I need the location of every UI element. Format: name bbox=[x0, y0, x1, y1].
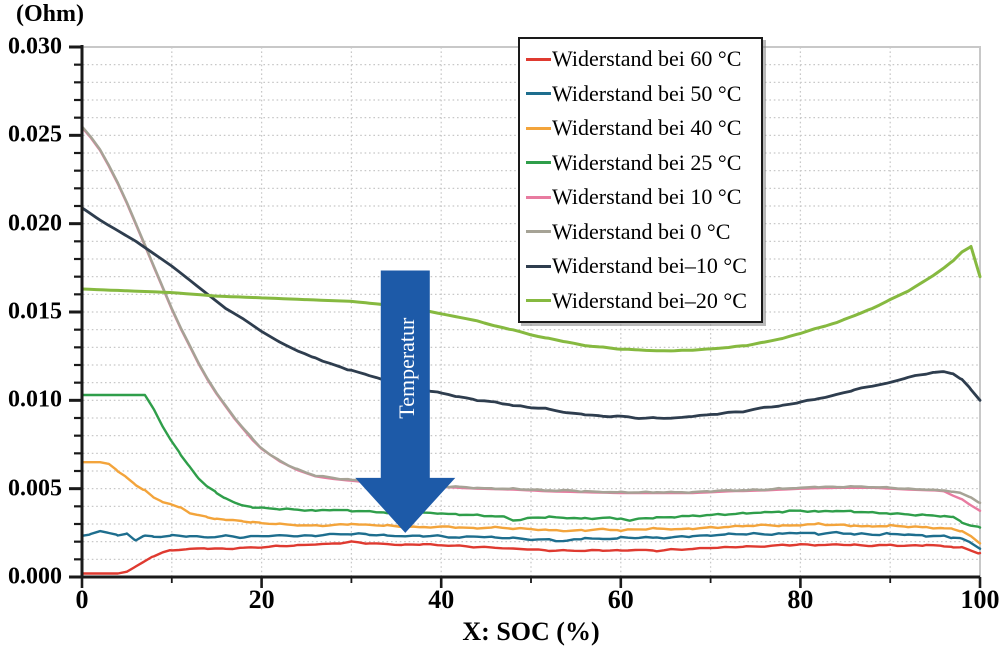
legend-label: Widerstand bei 60 °C bbox=[552, 46, 742, 72]
legend-line-swatch bbox=[526, 92, 551, 96]
series-line-40c bbox=[80, 461, 982, 545]
series-line--10c bbox=[80, 206, 982, 420]
x-tick-label-80: 80 bbox=[787, 585, 814, 614]
y-tick-label-0.020: 0.020 bbox=[8, 210, 62, 237]
legend-label: Widerstand bei–20 °C bbox=[552, 287, 747, 313]
x-tick-label-60: 60 bbox=[607, 585, 634, 614]
series-line-0c bbox=[80, 125, 982, 505]
legend-item-7: Widerstand bei–20 °C bbox=[526, 284, 761, 317]
arrow-label: Temperatur bbox=[394, 317, 419, 419]
legend-item-2: Widerstand bei 40 °C bbox=[526, 112, 761, 145]
series-line--20c bbox=[80, 245, 982, 353]
legend-label: Widerstand bei 25 °C bbox=[552, 149, 742, 175]
series-line-50c bbox=[80, 529, 982, 550]
legend-item-6: Widerstand bei–10 °C bbox=[526, 250, 761, 283]
axes bbox=[69, 45, 982, 588]
series-lines bbox=[80, 125, 982, 575]
y-axis-title: (Ohm) bbox=[16, 1, 84, 27]
y-tick-label-0.005: 0.005 bbox=[8, 475, 62, 502]
legend-item-0: Widerstand bei 60 °C bbox=[526, 43, 761, 76]
legend-line-swatch bbox=[526, 230, 551, 234]
x-tick-label-0: 0 bbox=[75, 585, 89, 614]
legend-label: Widerstand bei 0 °C bbox=[552, 218, 731, 244]
legend-line-swatch bbox=[526, 195, 551, 199]
legend-item-3: Widerstand bei 25 °C bbox=[526, 146, 761, 179]
y-tick-label-0.030: 0.030 bbox=[8, 33, 62, 60]
legend-label: Widerstand bei–10 °C bbox=[552, 253, 747, 279]
legend: Widerstand bei 60 °C Widerstand bei 50 °C… bbox=[518, 37, 763, 323]
legend-line-swatch bbox=[526, 57, 551, 61]
legend-item-5: Widerstand bei 0 °C bbox=[526, 215, 761, 248]
temperature-arrow: Temperatur bbox=[355, 270, 456, 533]
x-axis-title: X: SOC (%) bbox=[462, 617, 600, 646]
x-tick-label-40: 40 bbox=[428, 585, 455, 614]
legend-item-4: Widerstand bei 10 °C bbox=[526, 181, 761, 214]
x-tick-label-20: 20 bbox=[248, 585, 275, 614]
down-arrow-shape bbox=[355, 270, 456, 533]
y-tick-label-0.000: 0.000 bbox=[8, 563, 62, 590]
y-tick-label-0.025: 0.025 bbox=[8, 121, 62, 148]
series-line-25c bbox=[80, 393, 982, 529]
legend-label: Widerstand bei 50 °C bbox=[552, 80, 742, 106]
legend-line-swatch bbox=[526, 299, 551, 303]
legend-line-swatch bbox=[526, 126, 551, 130]
legend-item-1: Widerstand bei 50 °C bbox=[526, 77, 761, 110]
legend-label: Widerstand bei 40 °C bbox=[552, 115, 742, 141]
legend-line-swatch bbox=[526, 161, 551, 165]
legend-label: Widerstand bei 10 °C bbox=[552, 184, 742, 210]
y-tick-label-0.015: 0.015 bbox=[8, 298, 62, 325]
series-line-60c bbox=[80, 540, 982, 575]
legend-line-swatch bbox=[526, 264, 551, 268]
y-tick-label-0.010: 0.010 bbox=[8, 386, 62, 413]
x-tick-label-100: 100 bbox=[960, 585, 1000, 614]
